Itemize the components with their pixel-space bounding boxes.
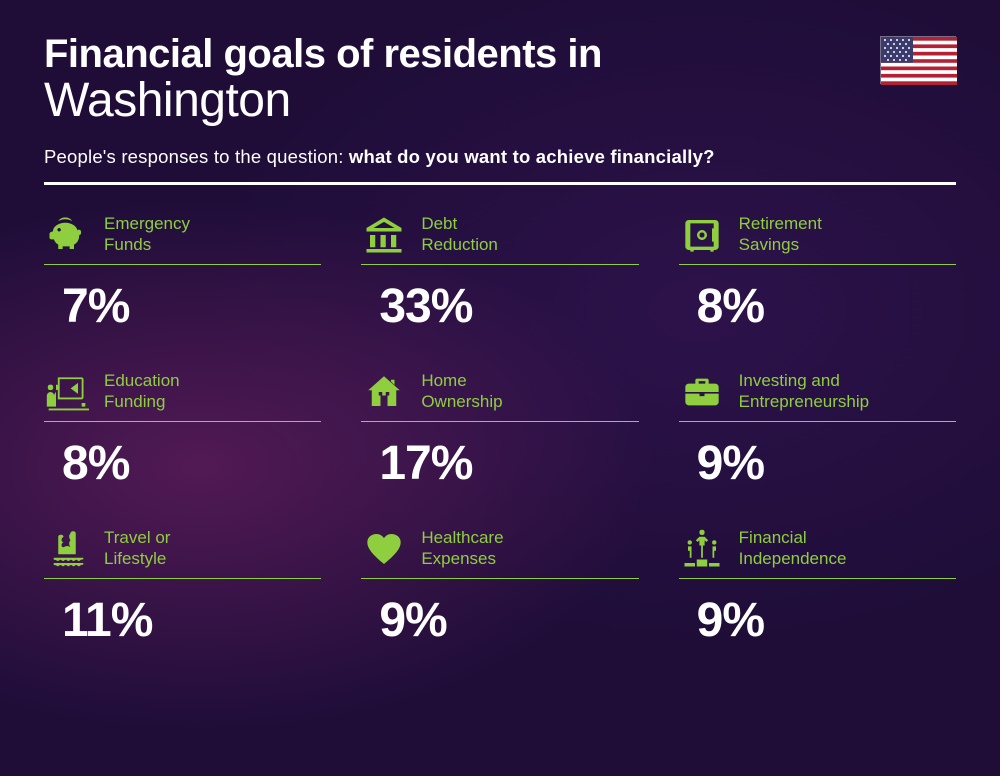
stat-value: 33% bbox=[361, 279, 638, 334]
stat-label: RetirementSavings bbox=[739, 214, 822, 255]
piggy-icon bbox=[44, 212, 90, 258]
stat-value: 8% bbox=[44, 436, 321, 491]
stat-education-funding: EducationFunding 8% bbox=[44, 368, 321, 491]
stat-head: HealthcareExpenses bbox=[361, 525, 638, 579]
stat-value: 9% bbox=[679, 593, 956, 648]
stat-home-ownership: HomeOwnership 17% bbox=[361, 368, 638, 491]
stat-value: 8% bbox=[679, 279, 956, 334]
stat-healthcare-expenses: HealthcareExpenses 9% bbox=[361, 525, 638, 648]
stat-label: HealthcareExpenses bbox=[421, 528, 503, 569]
stat-debt-reduction: DebtReduction 33% bbox=[361, 211, 638, 334]
stat-head: Travel orLifestyle bbox=[44, 525, 321, 579]
stat-value: 17% bbox=[361, 436, 638, 491]
briefcase-icon bbox=[679, 369, 725, 415]
stat-label: EducationFunding bbox=[104, 371, 180, 412]
stat-financial-independence: FinancialIndependence 9% bbox=[679, 525, 956, 648]
stat-label: FinancialIndependence bbox=[739, 528, 847, 569]
title-prefix: Financial goals of residents in bbox=[44, 32, 956, 77]
stat-head: EmergencyFunds bbox=[44, 211, 321, 265]
stat-head: FinancialIndependence bbox=[679, 525, 956, 579]
stat-label: EmergencyFunds bbox=[104, 214, 190, 255]
health-icon bbox=[361, 526, 407, 572]
stat-investing-entrepreneurship: Investing andEntrepreneurship 9% bbox=[679, 368, 956, 491]
stat-head: DebtReduction bbox=[361, 211, 638, 265]
safe-icon bbox=[679, 212, 725, 258]
stat-label: DebtReduction bbox=[421, 214, 498, 255]
title-location: Washington bbox=[44, 73, 956, 128]
header-divider bbox=[44, 182, 956, 185]
stat-head: EducationFunding bbox=[44, 368, 321, 422]
stat-head: RetirementSavings bbox=[679, 211, 956, 265]
stat-value: 9% bbox=[361, 593, 638, 648]
stat-retirement-savings: RetirementSavings 8% bbox=[679, 211, 956, 334]
header: Financial goals of residents in Washingt… bbox=[44, 32, 956, 185]
home-icon bbox=[361, 369, 407, 415]
stat-label: Investing andEntrepreneurship bbox=[739, 371, 869, 412]
stat-value: 9% bbox=[679, 436, 956, 491]
podium-icon bbox=[679, 526, 725, 572]
stat-emergency-funds: EmergencyFunds 7% bbox=[44, 211, 321, 334]
stat-value: 11% bbox=[44, 593, 321, 648]
stat-head: Investing andEntrepreneurship bbox=[679, 368, 956, 422]
stat-label: Travel orLifestyle bbox=[104, 528, 170, 569]
us-flag-icon bbox=[880, 36, 956, 84]
education-icon bbox=[44, 369, 90, 415]
subtitle: People's responses to the question: what… bbox=[44, 146, 956, 168]
stat-value: 7% bbox=[44, 279, 321, 334]
bank-icon bbox=[361, 212, 407, 258]
subtitle-lead: People's responses to the question: bbox=[44, 146, 349, 167]
stat-label: HomeOwnership bbox=[421, 371, 502, 412]
subtitle-question: what do you want to achieve financially? bbox=[349, 146, 715, 167]
stat-head: HomeOwnership bbox=[361, 368, 638, 422]
stat-travel-lifestyle: Travel orLifestyle 11% bbox=[44, 525, 321, 648]
travel-icon bbox=[44, 526, 90, 572]
stats-grid: EmergencyFunds 7% DebtReduction 33% Reti… bbox=[44, 211, 956, 648]
